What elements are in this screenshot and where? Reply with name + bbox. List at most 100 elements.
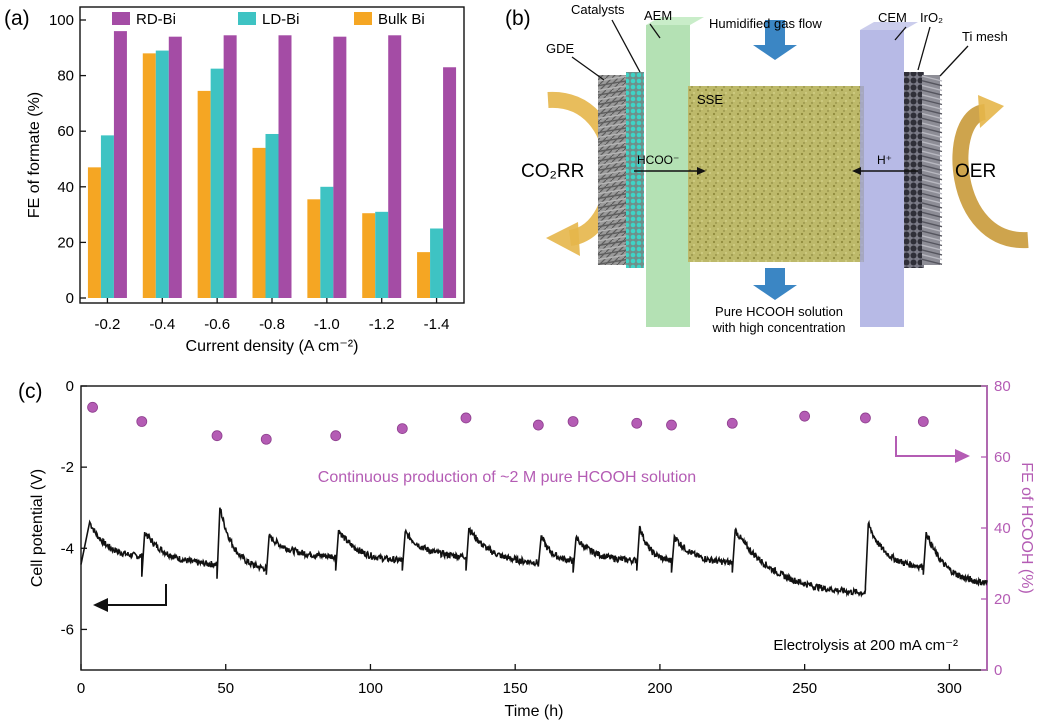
sse-block <box>688 86 864 262</box>
x-tick-label: 50 <box>217 680 234 697</box>
panel-c-left-y-ticks: 0 -2 -4 -6 <box>61 378 87 638</box>
gde-fibers <box>597 75 629 265</box>
catalyst-layer <box>626 72 644 268</box>
product-label-line2: with high concentration <box>712 320 846 335</box>
fe-data-point <box>330 430 342 442</box>
ti-mesh-fibers <box>921 75 943 265</box>
panel-a-xlabel: Current density (A cm⁻²) <box>186 338 359 355</box>
fe-data-point <box>726 417 738 429</box>
fe-data-point <box>211 430 223 442</box>
aem-pointer <box>649 23 661 39</box>
bar-bulk-bi <box>252 147 266 298</box>
gde-pointer <box>571 56 605 81</box>
iro2-pointer <box>917 26 931 71</box>
fe-data-point <box>136 416 148 427</box>
x-tick-label: -0.8 <box>259 316 285 333</box>
x-tick-label: 100 <box>358 680 383 697</box>
y-tick-label: 0 <box>66 290 74 307</box>
bar-bulk-bi <box>307 199 321 298</box>
x-tick-label: 0 <box>77 680 85 697</box>
aem-label: AEM <box>644 8 672 23</box>
cem-label: CEM <box>878 10 907 25</box>
bar-bulk-bi <box>362 213 376 298</box>
right-y-tick-label: 40 <box>994 520 1011 537</box>
fe-data-point <box>567 416 579 427</box>
panel-b: (b) <box>505 2 1029 335</box>
bar-rd-bi <box>168 36 182 299</box>
fe-data-point <box>917 416 929 427</box>
fe-data-point <box>396 423 408 435</box>
iro2-anode-layer <box>904 72 924 268</box>
x-tick-label: -1.4 <box>424 316 450 333</box>
y-tick-label: 80 <box>57 68 74 85</box>
catalysts-pointer <box>611 19 641 73</box>
panel-a-ylabel: FE of formate (%) <box>26 92 43 218</box>
cem-membrane <box>860 30 904 327</box>
bar-rd-bi <box>113 31 127 299</box>
proton-label: H⁺ <box>877 153 892 167</box>
y-tick-label: 20 <box>57 234 74 251</box>
legend-entry: LD-Bi <box>262 11 300 28</box>
gas-flow-label: Humidified gas flow <box>709 16 822 31</box>
panel-c-xlabel: Time (h) <box>505 703 564 720</box>
bar-bulk-bi <box>417 252 431 298</box>
y-tick-label: 40 <box>57 179 74 196</box>
panel-c-label: (c) <box>18 380 43 403</box>
product-outflow-arrow <box>753 268 797 300</box>
y-tick-label: 0 <box>66 378 74 395</box>
bar-ld-bi <box>210 68 224 299</box>
legend-entry: RD-Bi <box>136 11 176 28</box>
fe-data-point <box>631 417 643 429</box>
aem-membrane <box>646 25 690 327</box>
bar-rd-bi <box>388 35 402 298</box>
x-tick-label: -0.2 <box>94 316 120 333</box>
bar-rd-bi <box>443 67 457 298</box>
x-tick-label: -1.2 <box>369 316 395 333</box>
panel-a: (a) 0 20 40 60 80 100 -0.2 -0.4 -0.6 -0.8 -1.0 -1.… <box>4 6 465 355</box>
bar-ld-bi <box>265 133 279 298</box>
iro2-label: IrO₂ <box>920 10 943 25</box>
x-tick-label: 250 <box>792 680 817 697</box>
fe-data-point <box>860 412 871 424</box>
x-tick-label: -0.6 <box>204 316 230 333</box>
ti-mesh-pointer <box>939 45 969 77</box>
right-y-tick-label: 20 <box>994 591 1011 608</box>
bar-bulk-bi <box>142 53 156 298</box>
panel-c-ylabel-right: FE of HCOOH (%) <box>1018 462 1035 594</box>
left-axis-indicator-arrow <box>93 584 167 612</box>
panel-b-label: (b) <box>505 7 531 30</box>
fe-data-point <box>460 412 472 424</box>
bar-rd-bi <box>333 36 347 299</box>
y-tick-label: 60 <box>57 123 74 140</box>
panel-c-axes-frame <box>80 385 988 671</box>
fe-data-point <box>799 410 811 422</box>
panel-c-ylabel-left: Cell potential (V) <box>29 469 46 587</box>
bar-ld-bi <box>430 228 444 298</box>
hcoo-label: HCOO⁻ <box>637 153 679 167</box>
co2rr-label: CO₂RR <box>521 161 584 182</box>
right-y-tick-label: 0 <box>994 662 1002 679</box>
bar-rd-bi <box>223 35 237 298</box>
bar-bulk-bi <box>87 167 101 298</box>
panel-a-legend: RD-Bi LD-Bi Bulk Bi <box>112 11 425 28</box>
cell-potential-line <box>80 507 988 598</box>
cem-pointer <box>894 26 907 41</box>
oer-reaction-arrow <box>952 95 1029 249</box>
y-tick-label: -6 <box>61 621 74 638</box>
bar-bulk-bi <box>197 90 211 298</box>
y-tick-label: 100 <box>49 12 74 29</box>
fe-data-point <box>666 419 677 431</box>
electrolysis-annotation: Electrolysis at 200 mA cm⁻² <box>773 637 958 654</box>
panel-a-x-ticks: -0.2 -0.4 -0.6 -0.8 -1.0 -1.2 -1.4 <box>94 297 450 333</box>
ti-mesh-label: Ti mesh <box>962 29 1008 44</box>
bar-ld-bi <box>100 135 114 298</box>
production-annotation: Continuous production of ~2 M pure HCOOH… <box>318 469 696 486</box>
right-axis-indicator-arrow <box>895 436 970 463</box>
gde-label: GDE <box>546 41 575 56</box>
panel-a-bars <box>87 31 457 299</box>
product-label-line1: Pure HCOOH solution <box>715 304 843 319</box>
bar-ld-bi <box>375 211 389 298</box>
panel-c: (c) 0 50 100 150 200 250 300 0 -2 -4 -6 0 20 40 60 80… <box>18 378 1035 720</box>
catalysts-label: Catalysts <box>571 2 625 17</box>
